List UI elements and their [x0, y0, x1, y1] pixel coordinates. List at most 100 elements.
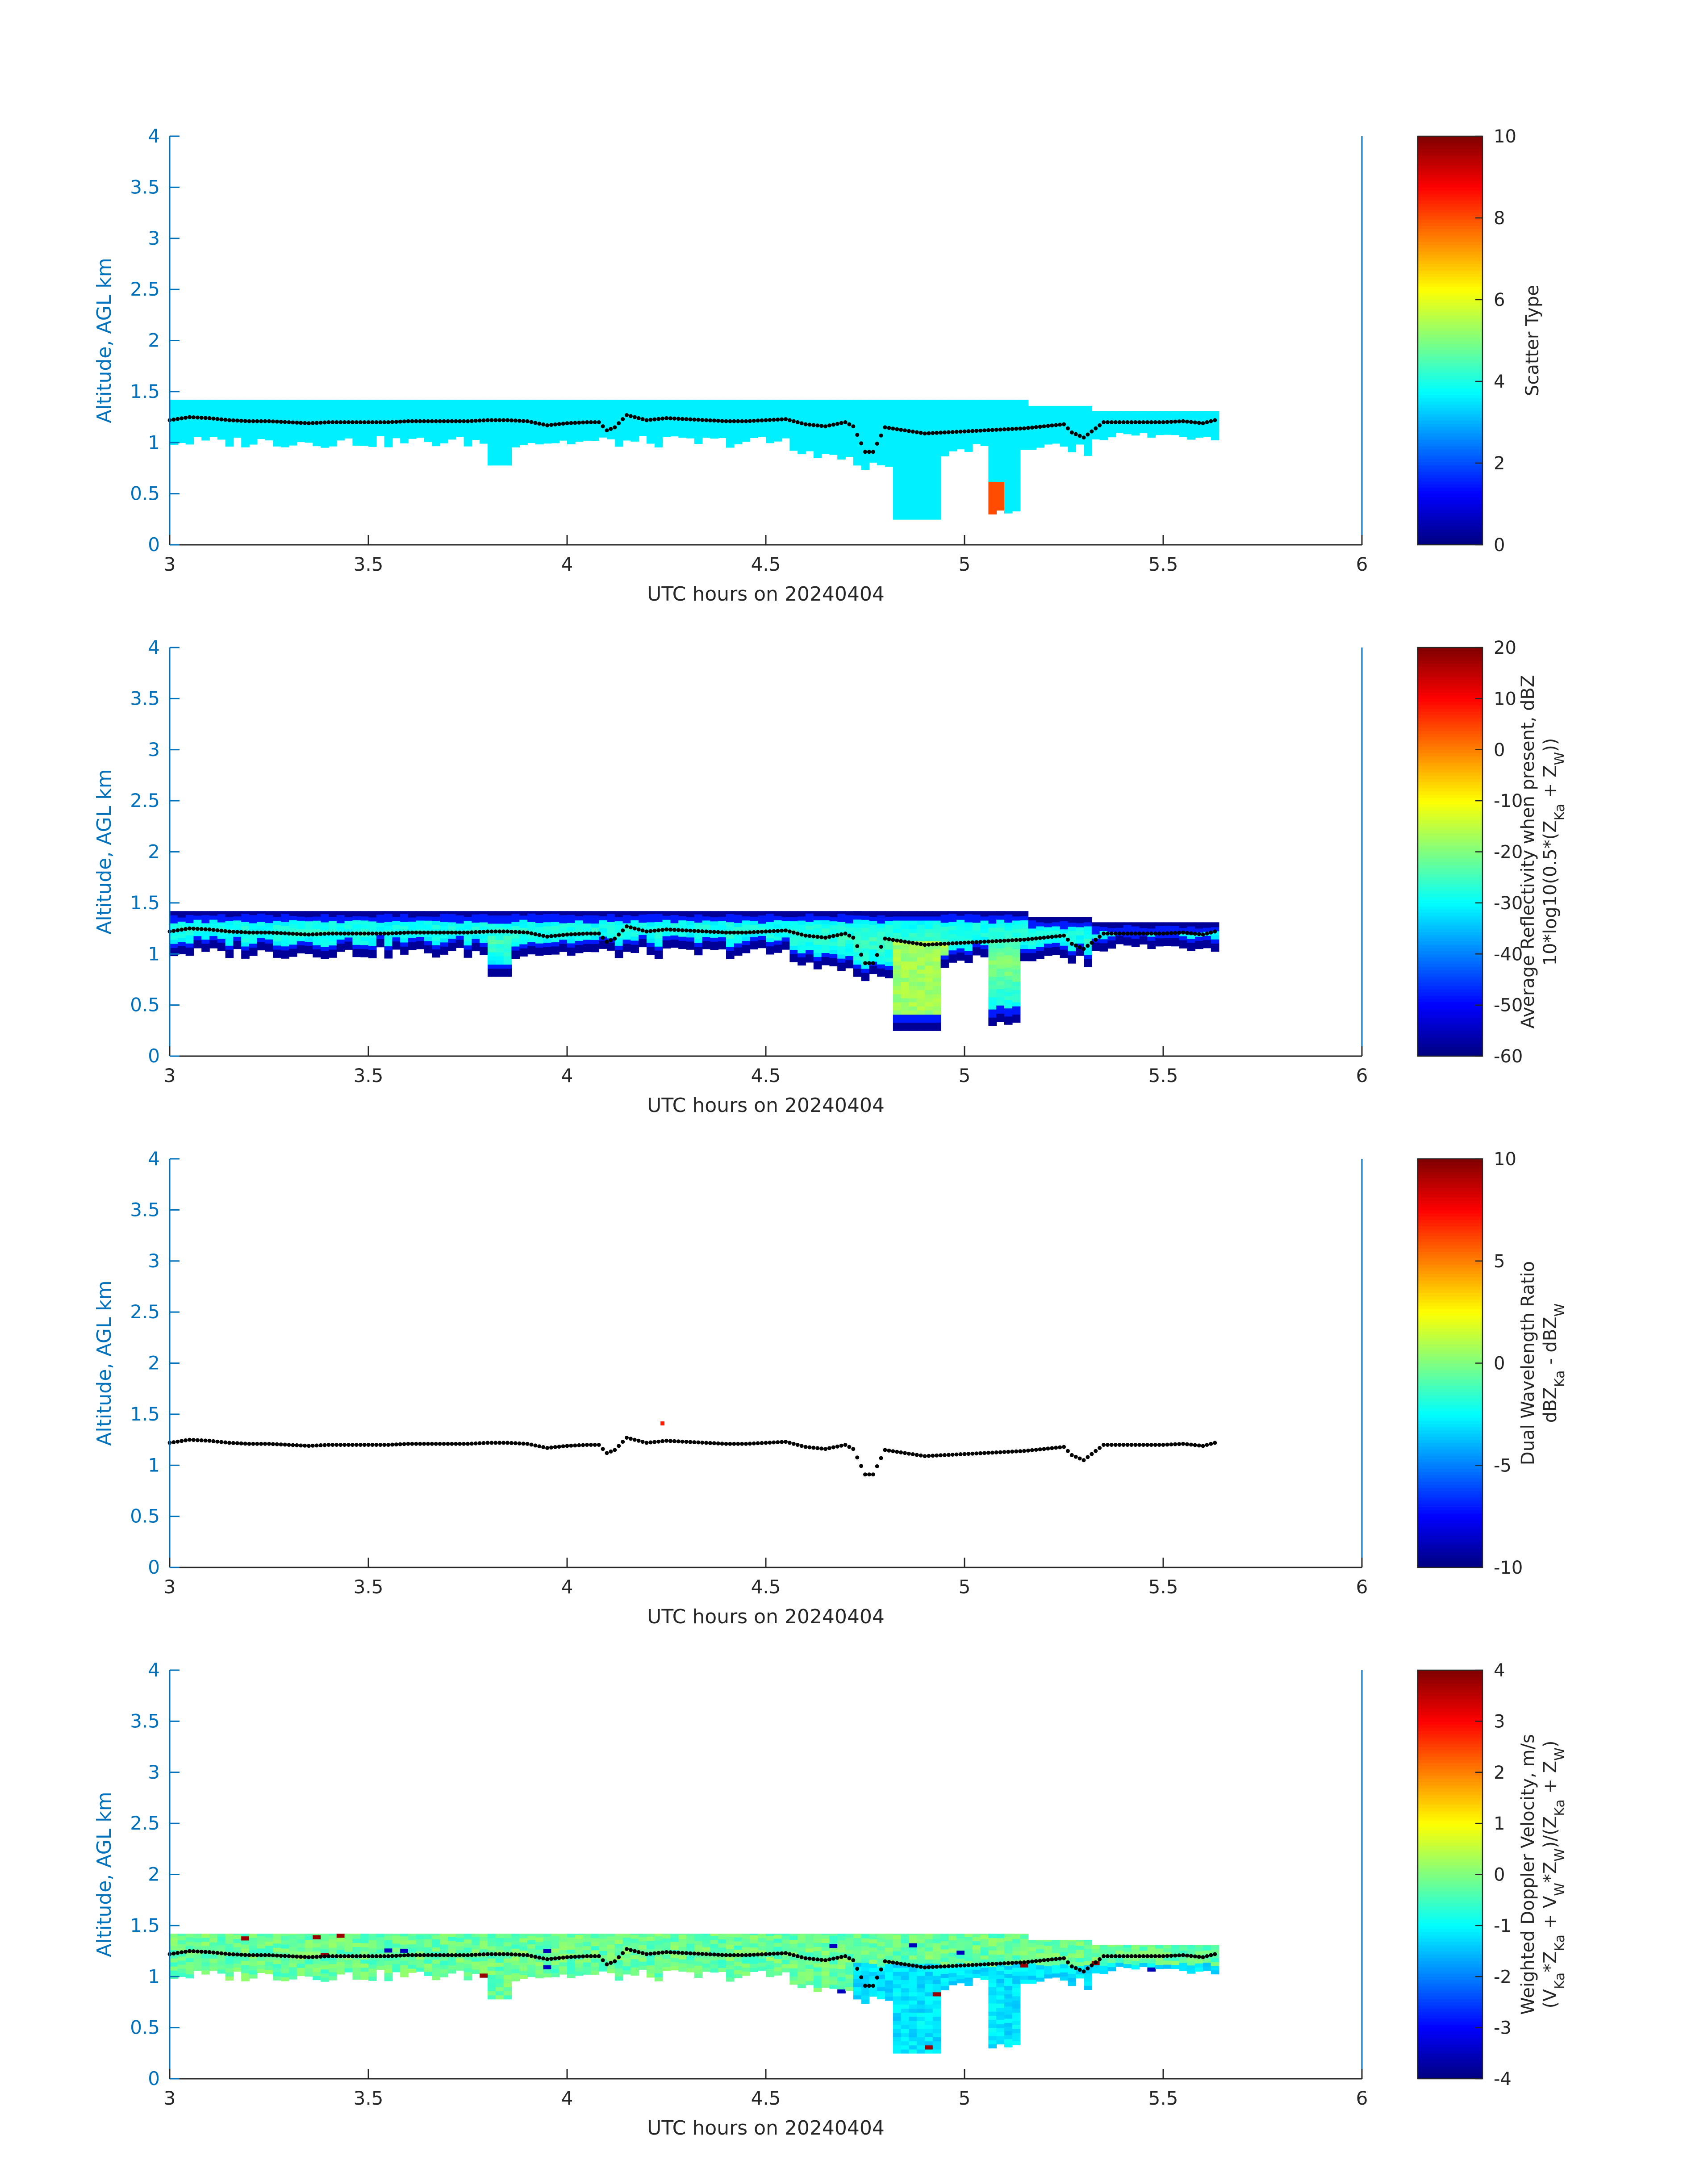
heat-cell [614, 937, 623, 942]
colorbar-step [1418, 1296, 1482, 1300]
heat-cell [567, 911, 576, 915]
heat-cell [201, 915, 210, 919]
heat-cell [209, 404, 218, 409]
heat-cell [432, 940, 440, 945]
heat-cell [996, 440, 1005, 445]
heat-cell [789, 941, 798, 946]
heat-cell [384, 1936, 393, 1940]
colorbar-step [1418, 206, 1482, 210]
heat-cell [313, 1976, 321, 1981]
heat-cell [424, 413, 433, 418]
colorbar-step [1418, 1210, 1482, 1214]
heat-cell [660, 1421, 665, 1426]
heat-cell [488, 972, 496, 977]
heat-cell [631, 911, 639, 916]
heat-cell [861, 944, 870, 949]
cloud-base-point [573, 421, 577, 425]
heat-cell [591, 940, 599, 944]
heat-cell [734, 431, 743, 436]
heat-cell [535, 436, 544, 440]
heat-cell [806, 958, 814, 963]
cloud-base-point [1201, 1444, 1205, 1448]
heat-cell [480, 414, 488, 419]
heat-cell [798, 450, 806, 455]
heat-cell [408, 1960, 417, 1965]
cloud-base-point [501, 1441, 506, 1445]
heat-cell [837, 443, 846, 447]
heat-cell [217, 1940, 226, 1945]
heat-cell [885, 924, 894, 929]
heat-cell [527, 406, 536, 410]
cloud-base-point [839, 421, 844, 425]
heat-cell [948, 406, 957, 411]
heat-cell [177, 1944, 186, 1948]
heat-cell [1012, 478, 1021, 483]
heat-cell [225, 438, 234, 443]
heat-cell [599, 944, 607, 949]
heat-cell [1084, 918, 1092, 923]
heat-cell [495, 968, 504, 973]
heat-cell [265, 1961, 274, 1966]
cloud-base-point [672, 1439, 677, 1443]
heat-cell [432, 1947, 440, 1952]
heat-cell [1012, 413, 1021, 418]
cloud-base-point [906, 429, 911, 433]
cloud-base-point [342, 420, 347, 424]
heat-cell [845, 411, 854, 416]
heat-cell [241, 439, 250, 443]
heat-cell [917, 986, 925, 990]
cloud-base-point [450, 1442, 454, 1446]
cloud-base-point [239, 418, 243, 423]
heat-cell [591, 404, 599, 409]
heat-cell [368, 945, 377, 950]
heat-cell [996, 498, 1005, 502]
cloud-base-point [354, 1443, 359, 1447]
cloud-base-point [835, 1444, 839, 1449]
cloud-base-point [1062, 422, 1066, 426]
heat-cell [448, 435, 456, 440]
heat-cell [710, 414, 718, 418]
colorbar-step [1418, 1433, 1482, 1437]
x-tick-label: 5 [959, 1065, 971, 1086]
cloud-base-point [843, 1443, 848, 1447]
heat-cell [265, 400, 274, 404]
cloud-base-point [529, 931, 534, 936]
heat-cell [925, 494, 933, 499]
cloud-base-point [748, 930, 752, 935]
heat-cell [901, 973, 910, 978]
heat-cell [806, 406, 814, 410]
heat-cell [344, 1960, 353, 1964]
heat-cell [909, 1010, 917, 1015]
heat-cell [988, 1013, 997, 1018]
colorbar-step [1418, 887, 1482, 891]
heat-cell [416, 401, 425, 405]
heat-cell [766, 921, 774, 926]
heat-cell [678, 911, 687, 912]
colorbar-step [1418, 1021, 1482, 1025]
heat-cell [1004, 983, 1013, 988]
heat-cell [472, 400, 480, 403]
heat-cell [480, 926, 488, 931]
heat-cell [631, 421, 639, 426]
cloud-base-point [621, 1440, 625, 1444]
cloud-base-point [318, 1443, 323, 1447]
heat-cell [845, 919, 854, 923]
heat-cell [861, 457, 870, 462]
heat-cell [750, 434, 758, 438]
colorbar-step [1418, 820, 1482, 823]
heat-cell [321, 1969, 329, 1974]
heat-cell [662, 915, 671, 920]
heat-cell [662, 944, 671, 949]
cloud-base-point [231, 929, 235, 934]
heat-cell [416, 911, 425, 913]
x-axis-label: UTC hours on 20240404 [647, 583, 885, 606]
heat-cell [694, 439, 703, 444]
heat-cell [1052, 922, 1061, 927]
heat-cell [869, 911, 877, 913]
heat-cell [281, 1960, 289, 1965]
heat-cell [329, 442, 337, 447]
heat-cell [313, 433, 321, 438]
heat-cell [917, 957, 925, 962]
y-tick-label: 3.5 [130, 176, 160, 198]
cloud-base-point [625, 413, 629, 417]
